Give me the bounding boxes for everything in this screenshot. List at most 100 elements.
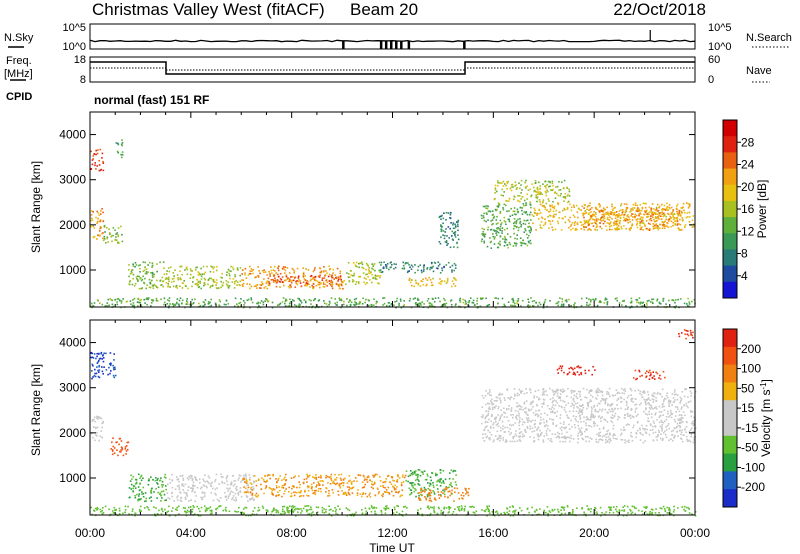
- power-cell-4-45: [163, 273, 166, 276]
- power-cell-16-439: [167, 306, 170, 309]
- velocity-cell-3-63: [156, 482, 158, 484]
- power-cell-4-30: [151, 279, 153, 282]
- power-cell-13-118: [496, 190, 498, 193]
- velocity-cell-9-451: [652, 408, 655, 410]
- power-cell-15-15: [673, 217, 676, 220]
- power-cell-14-193: [602, 211, 604, 213]
- velocity-cell-9-782: [597, 435, 600, 437]
- power-cell-12-109: [499, 219, 502, 222]
- power-cell-14-388: [611, 228, 613, 231]
- power-cell-16-148: [444, 299, 446, 302]
- power-cell-6-123: [263, 287, 266, 289]
- power-cell-15-212: [679, 218, 681, 221]
- power-cell-11-26: [457, 223, 459, 226]
- power-cell-6-130: [288, 287, 291, 289]
- power-cell-6-21: [303, 278, 306, 280]
- power-cell-15-209: [613, 224, 615, 227]
- power-cell-14-52: [648, 206, 651, 209]
- power-cell-13-157: [545, 191, 547, 193]
- power-cell-14-405: [662, 215, 664, 218]
- velocity-cell-10-0: [654, 378, 656, 380]
- velocity-cell-2-26: [124, 446, 127, 448]
- velocity-cell-9-287: [568, 428, 571, 430]
- velocity-cell-9-219: [531, 430, 534, 433]
- power-cell-11-20: [438, 241, 441, 243]
- velocity-cell-9-712: [499, 416, 502, 419]
- power-cell-14-33: [611, 203, 613, 206]
- velocity-cell-4-96: [240, 481, 242, 483]
- power-cell-11-59: [440, 230, 443, 233]
- power-cell-6-216: [275, 272, 277, 274]
- velocity-cell-5-28: [315, 474, 317, 476]
- power-cell-16-251: [675, 305, 677, 307]
- power-cell-15-64: [654, 212, 657, 214]
- velocity-cell-9-419: [523, 392, 526, 395]
- power-cell-5-50: [211, 266, 213, 268]
- nave-label: Nave: [746, 65, 772, 77]
- velocity-cell-9-764: [611, 410, 614, 413]
- velocity-cell-7-12: [410, 483, 413, 486]
- velocity-cell-5-155: [306, 481, 308, 483]
- velocity-cell-0-42: [96, 352, 98, 355]
- velocity-cell-2-21: [126, 441, 129, 444]
- velocity-cell-5-135: [264, 487, 267, 490]
- power-cell-3-5: [117, 143, 120, 146]
- power-cell-16-206: [427, 298, 430, 300]
- velocity-cell-10-25: [656, 372, 659, 375]
- velocity-cell-9-1150: [670, 412, 672, 414]
- power-cell-12-142: [502, 208, 505, 211]
- power-cell-12-176: [497, 228, 499, 230]
- power-cell-14-150: [558, 217, 560, 219]
- power-cell-13-92: [551, 180, 554, 183]
- velocity-cell-9-53: [520, 431, 523, 433]
- velocity-cell-9-1027: [498, 437, 500, 440]
- velocity-cell-7-109: [422, 473, 424, 475]
- velocity-cell-4-18: [191, 479, 194, 482]
- power-cell-14-146: [636, 226, 639, 229]
- power-cell-6-220: [250, 285, 253, 288]
- power-cell-13-11: [494, 184, 497, 187]
- velocity-cell-9-327: [522, 433, 524, 436]
- power-cell-14-312: [663, 204, 666, 207]
- power-cell-16-328: [656, 298, 659, 301]
- velocity-cell-7-32: [443, 493, 446, 496]
- power-cell-16-354: [137, 305, 139, 307]
- velocity-cell-4-156: [182, 489, 184, 491]
- velocity-cell-7-83: [412, 473, 415, 475]
- power-cell-6-226: [283, 284, 285, 287]
- power-cell-6-19: [258, 270, 260, 272]
- velocity-cell-9-883: [555, 391, 558, 393]
- power-cell-3-13: [117, 142, 119, 145]
- power-cell-16-113: [343, 300, 345, 303]
- velocity-cell-9-1155: [559, 396, 561, 398]
- power-cell-4-69: [128, 275, 130, 278]
- power-cell-12-13: [485, 205, 488, 207]
- power-cell-1-17: [99, 220, 102, 223]
- power-cell-12-93: [493, 230, 496, 232]
- velocity-cell-9-479: [520, 406, 523, 408]
- power-cell-6-222: [249, 283, 251, 286]
- power-cell-14-21: [618, 214, 621, 217]
- power-cell-14-292: [581, 212, 584, 215]
- power-cell-6-124: [330, 284, 332, 286]
- power-cell-0-14: [92, 155, 95, 157]
- velocity-cell-9-568: [485, 436, 487, 439]
- power-cell-5-33: [180, 265, 183, 268]
- velocity-cell-9-163: [624, 388, 626, 390]
- velocity-cell-9-339: [516, 392, 519, 395]
- velocity-cell-9-281: [545, 390, 547, 392]
- power-cell-6-2: [338, 283, 341, 285]
- velocity-cell-9-258: [583, 420, 585, 423]
- power-cell-9-57: [451, 264, 454, 267]
- velocity-cell-9-108: [573, 404, 575, 407]
- velocity-cell-9-1047: [690, 410, 692, 413]
- power-cell-4-56: [159, 280, 161, 282]
- velocity-cell-4-88: [226, 474, 229, 477]
- power-cell-5-155: [226, 274, 228, 276]
- velocity-cell-9-214: [562, 440, 564, 443]
- velocity-ylabel: Slant Range [km]: [29, 364, 43, 456]
- velocity-cell-8-55: [424, 489, 426, 491]
- power-cell-16-202: [114, 298, 116, 301]
- power-cell-15-147: [608, 223, 611, 226]
- velocity-cell-0-17: [112, 374, 115, 377]
